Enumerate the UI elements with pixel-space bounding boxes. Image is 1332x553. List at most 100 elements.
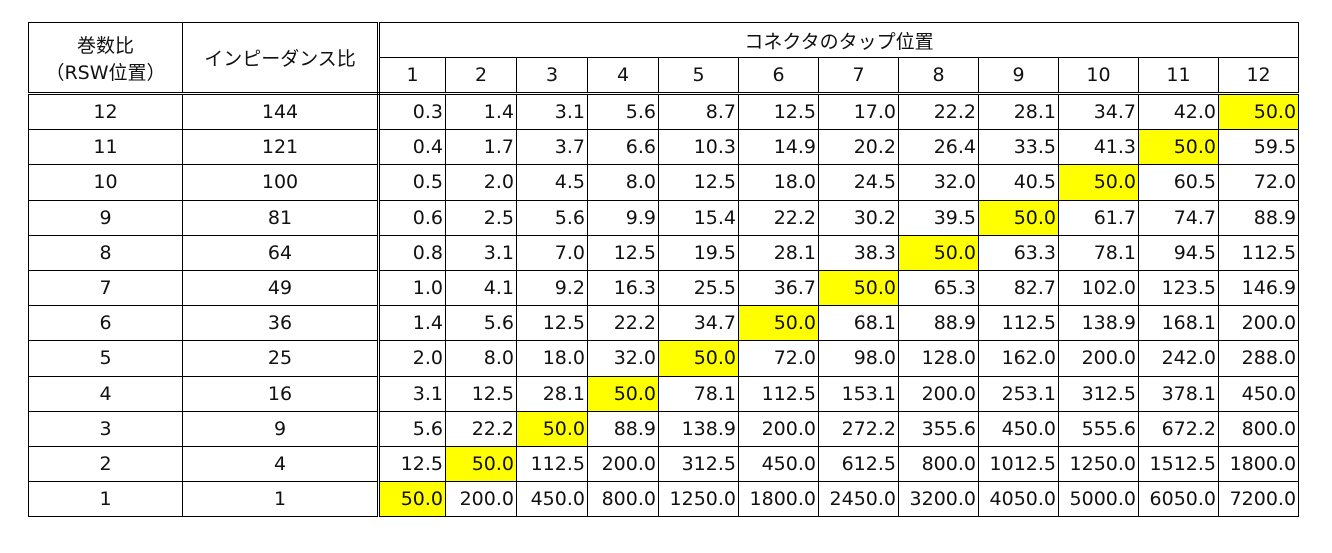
value-cell: 7.0: [516, 234, 588, 271]
value-cell: 88.9: [587, 410, 659, 447]
value-cell: 450.0: [738, 445, 819, 483]
tap-header: 9: [978, 57, 1059, 95]
value-cell: 40.5: [978, 164, 1059, 201]
impedance-cell: 64: [182, 234, 380, 271]
value-cell: 8.0: [445, 340, 517, 377]
ratio-cell: 9: [28, 199, 183, 236]
ratio-cell: 8: [28, 234, 183, 271]
value-cell: 1.0: [378, 269, 446, 307]
value-cell: 42.0: [1138, 92, 1219, 131]
value-cell: 32.0: [898, 164, 979, 201]
value-cell: 138.9: [658, 410, 739, 447]
value-cell: 12.5: [738, 92, 819, 131]
value-cell: 168.1: [1138, 305, 1219, 342]
tap-header: 3: [516, 57, 588, 95]
value-cell: 312.5: [658, 445, 739, 483]
value-cell: 200.0: [898, 375, 979, 412]
value-cell: 5000.0: [1058, 481, 1139, 518]
value-cell: 112.5: [1217, 234, 1300, 271]
ratio-cell: 4: [28, 375, 183, 412]
table-row: 10 100 0.5 2.0 4.5 8.0 12.5 18.0 24.5 32.0 40.5 50.…: [28, 164, 1300, 201]
tap-header: 2: [445, 57, 517, 95]
value-cell: 22.2: [738, 199, 819, 236]
value-cell: 78.1: [658, 375, 739, 412]
tap-header: 11: [1138, 57, 1219, 95]
table-row: 1 1 50.0 200.0 450.0 800.0 1250.0 1800.0 2450.0 3…: [28, 481, 1300, 518]
value-cell: 50.0: [516, 410, 588, 447]
value-cell: 1.4: [445, 92, 517, 131]
value-cell: 65.3: [898, 269, 979, 307]
value-cell: 14.9: [738, 129, 819, 166]
table-row: 3 9 5.6 22.2 50.0 88.9 138.9 200.0 272.2 355.6 450…: [28, 410, 1300, 447]
impedance-header: インピーダンス比: [182, 22, 380, 95]
value-cell: 5.6: [378, 410, 446, 447]
value-cell: 50.0: [1058, 164, 1139, 201]
value-cell: 288.0: [1217, 340, 1300, 377]
value-cell: 2.5: [445, 199, 517, 236]
ratio-cell: 11: [28, 129, 183, 166]
value-cell: 60.5: [1138, 164, 1219, 201]
value-cell: 0.6: [378, 199, 446, 236]
value-cell: 50.0: [378, 481, 446, 518]
value-cell: 72.0: [738, 340, 819, 377]
value-cell: 98.0: [818, 340, 899, 377]
value-cell: 28.1: [738, 234, 819, 271]
value-cell: 450.0: [516, 481, 588, 518]
ratio-cell: 1: [28, 481, 183, 518]
tap-header: 10: [1058, 57, 1139, 95]
value-cell: 9.9: [587, 199, 659, 236]
value-cell: 128.0: [898, 340, 979, 377]
impedance-cell: 4: [182, 445, 380, 483]
table-row: 9 81 0.6 2.5 5.6 9.9 15.4 22.2 30.2 39.5 50.0 61.7 7…: [28, 199, 1300, 236]
value-cell: 34.7: [658, 305, 739, 342]
value-cell: 22.2: [445, 410, 517, 447]
value-cell: 146.9: [1217, 269, 1300, 307]
value-cell: 242.0: [1138, 340, 1219, 377]
table-row: 12 144 0.3 1.4 3.1 5.6 8.7 12.5 17.0 22.2 28.1 34.7…: [28, 92, 1300, 131]
value-cell: 50.0: [978, 199, 1059, 236]
value-cell: 0.3: [378, 92, 446, 131]
value-cell: 5.6: [587, 92, 659, 131]
value-cell: 28.1: [516, 375, 588, 412]
value-cell: 3.1: [378, 375, 446, 412]
value-cell: 24.5: [818, 164, 899, 201]
value-cell: 4050.0: [978, 481, 1059, 518]
value-cell: 39.5: [898, 199, 979, 236]
value-cell: 30.2: [818, 199, 899, 236]
value-cell: 200.0: [587, 445, 659, 483]
value-cell: 450.0: [978, 410, 1059, 447]
value-cell: 672.2: [1138, 410, 1219, 447]
value-cell: 2450.0: [818, 481, 899, 518]
value-cell: 5.6: [516, 199, 588, 236]
value-cell: 28.1: [978, 92, 1059, 131]
tap-header: 1: [378, 57, 446, 95]
tap-header: 8: [898, 57, 979, 95]
impedance-cell: 16: [182, 375, 380, 412]
value-cell: 1.7: [445, 129, 517, 166]
value-cell: 1800.0: [1217, 445, 1300, 483]
value-cell: 12.5: [445, 375, 517, 412]
value-cell: 102.0: [1058, 269, 1139, 307]
value-cell: 12.5: [587, 234, 659, 271]
value-cell: 88.9: [1217, 199, 1300, 236]
value-cell: 1012.5: [978, 445, 1059, 483]
value-cell: 61.7: [1058, 199, 1139, 236]
value-cell: 450.0: [1217, 375, 1300, 412]
value-cell: 3.1: [445, 234, 517, 271]
ratio-cell: 5: [28, 340, 183, 377]
value-cell: 78.1: [1058, 234, 1139, 271]
ratio-cell: 3: [28, 410, 183, 447]
table-row: 4 16 3.1 12.5 28.1 50.0 78.1 112.5 153.1 200.0 253…: [28, 375, 1300, 412]
value-cell: 1250.0: [658, 481, 739, 518]
value-cell: 112.5: [516, 445, 588, 483]
value-cell: 82.7: [978, 269, 1059, 307]
tap-header: 7: [818, 57, 899, 95]
value-cell: 50.0: [818, 269, 899, 307]
impedance-cell: 144: [182, 92, 380, 131]
value-cell: 800.0: [898, 445, 979, 483]
impedance-cell: 100: [182, 164, 380, 201]
value-cell: 12.5: [658, 164, 739, 201]
value-cell: 1.4: [378, 305, 446, 342]
value-cell: 555.6: [1058, 410, 1139, 447]
